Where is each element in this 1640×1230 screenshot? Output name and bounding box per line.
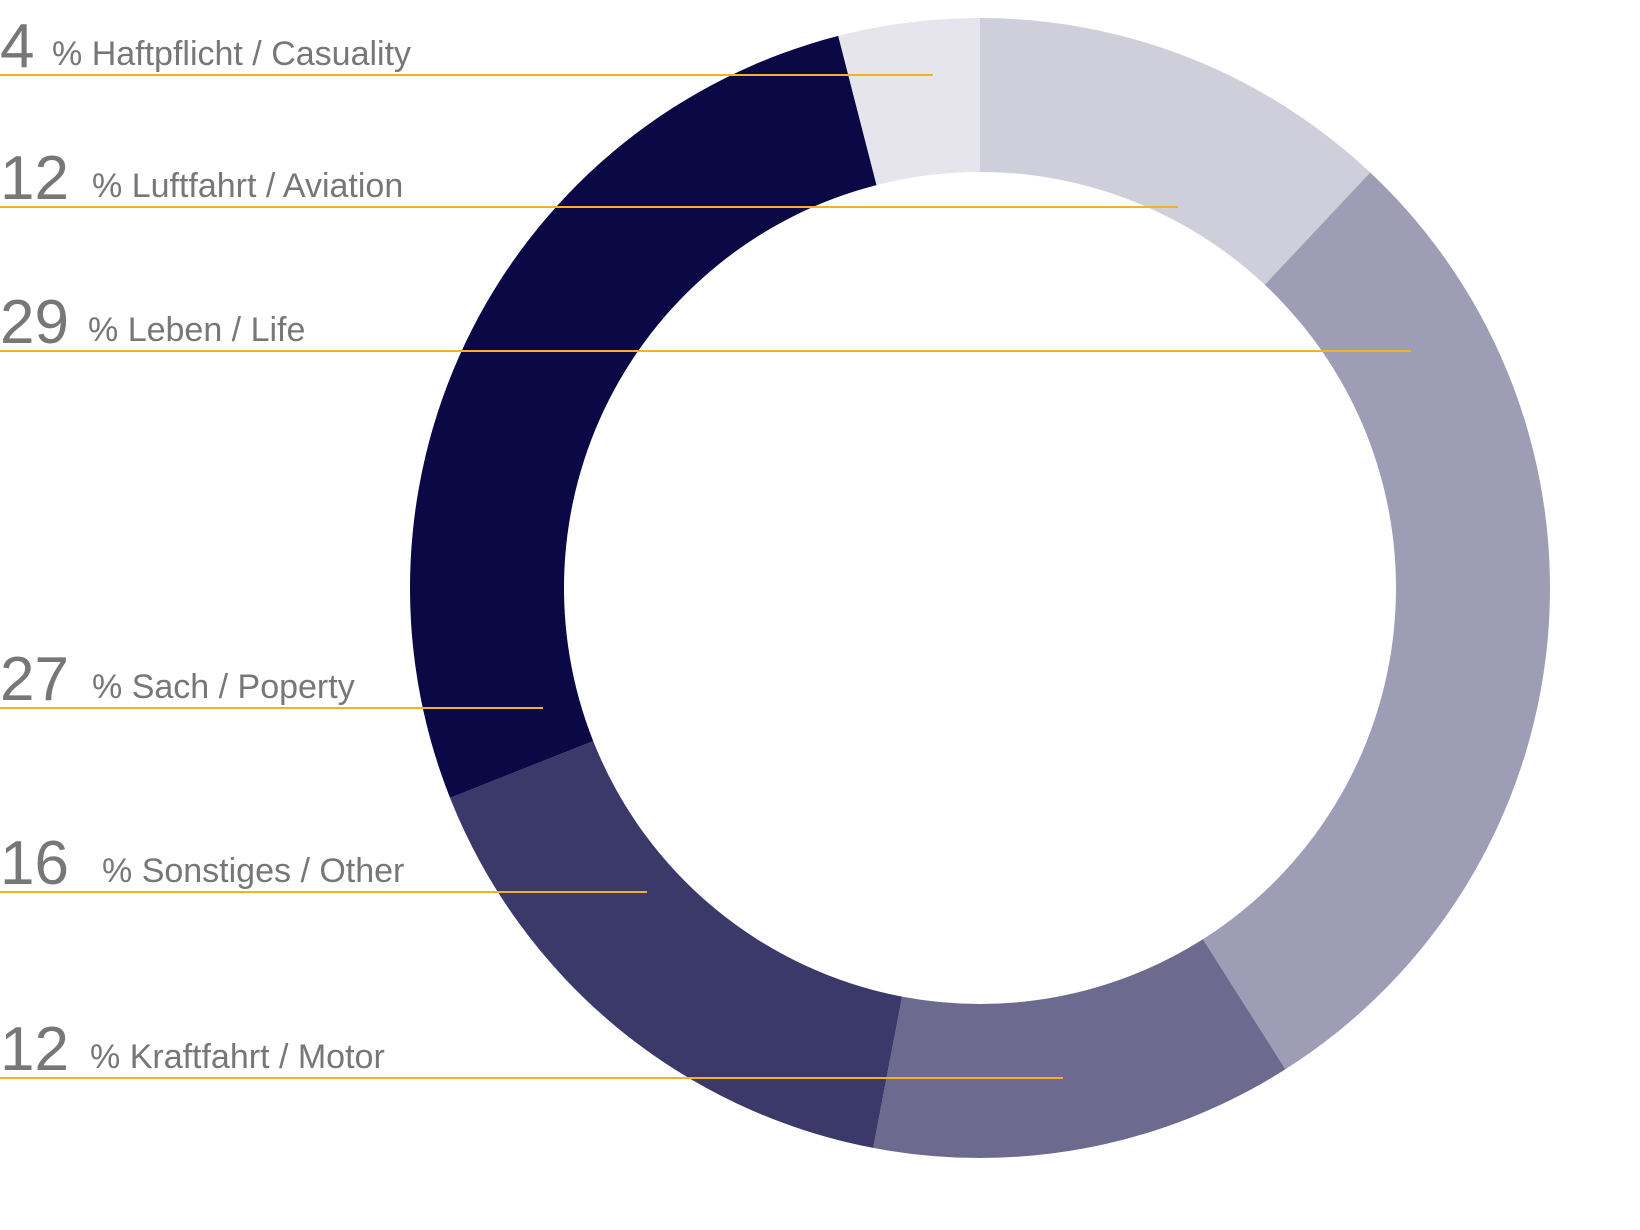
category-label: % Sonstiges / Other [102,852,404,890]
unit-label: % [90,1038,120,1076]
unit-label: % [92,668,122,706]
donut-slice [450,741,903,1148]
category-name: Sonstiges / Other [142,852,405,890]
category-label: % Luftfahrt / Aviation [92,167,403,205]
value-label: 12 [0,1015,69,1084]
category-name: Sach / Poperty [132,668,355,706]
unit-label: % [52,35,82,73]
unit-label: % [92,167,122,205]
category-label: % Leben / Life [88,311,305,349]
donut-slice [873,939,1286,1158]
value-label: 29 [0,288,69,357]
value-label: 4 [0,12,34,81]
value-label: 27 [0,645,69,714]
category-name: Luftfahrt / Aviation [132,167,404,205]
category-name: Leben / Life [128,311,306,349]
donut-slice [838,18,980,186]
space [82,35,91,73]
space [118,311,127,349]
space [120,1038,129,1076]
unit-label: % [88,311,118,349]
value-label: 16 [0,829,69,898]
unit-label: % [102,852,132,890]
space [122,167,131,205]
category-name: Haftpflicht / Casuality [92,35,411,73]
category-name: Kraftfahrt / Motor [130,1038,385,1076]
donut-slice [410,35,877,798]
donut-slice [1202,172,1550,1070]
category-label: % Kraftfahrt / Motor [90,1038,385,1076]
donut-slice [980,18,1371,285]
value-label: 12 [0,144,69,213]
category-label: % Haftpflicht / Casuality [52,35,411,73]
space [132,852,141,890]
space [122,668,131,706]
category-label: % Sach / Poperty [92,668,355,706]
